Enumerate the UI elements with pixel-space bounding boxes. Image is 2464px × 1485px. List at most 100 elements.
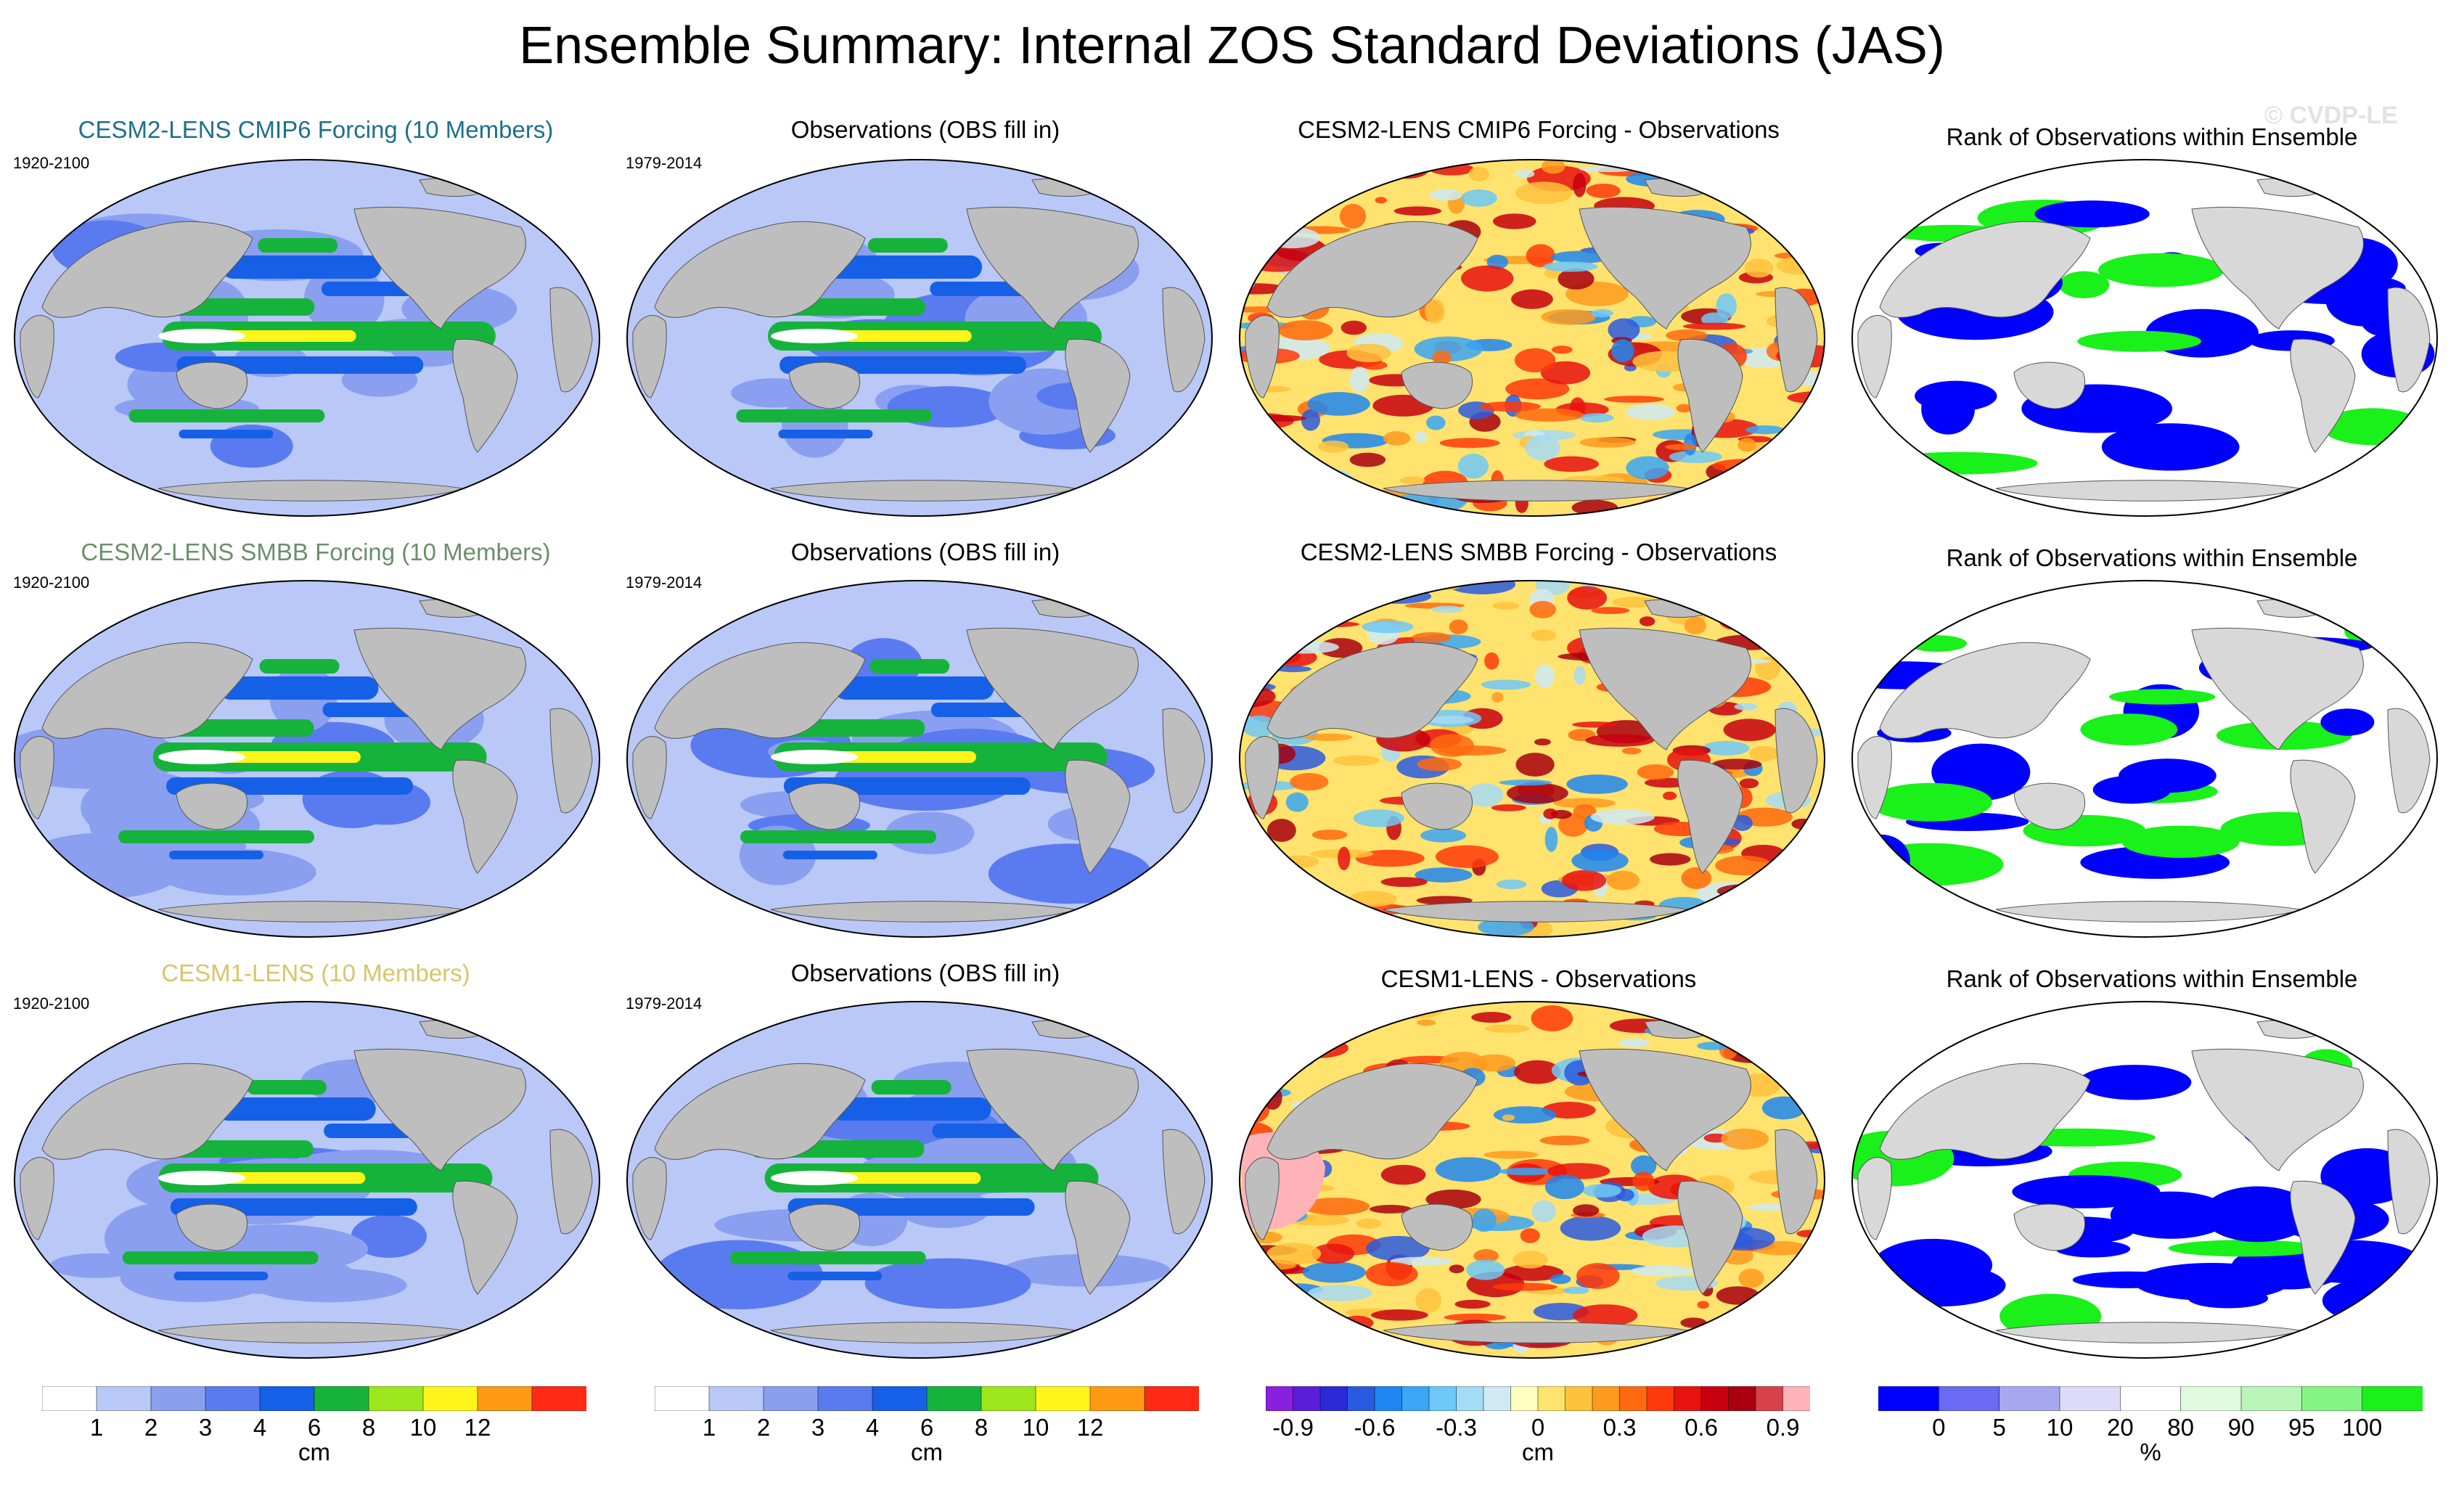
diff-cell: [1293, 621, 1360, 628]
rank-region: [2121, 825, 2240, 858]
diff-cell: [1341, 915, 1371, 933]
diff-cell: [1492, 1282, 1558, 1291]
diff-cell: [1591, 607, 1630, 615]
colorbar-swatch: [1089, 1386, 1145, 1411]
row3-rank-title: Rank of Observations within Ensemble: [1946, 965, 2358, 992]
colorbar-swatch: [1565, 1386, 1593, 1411]
rank-region: [2108, 433, 2199, 461]
diff-cell: [1738, 438, 1756, 452]
diff-cell: [1540, 361, 1591, 385]
colorbar-swatch: [1401, 1386, 1430, 1411]
diff-cell: [1562, 870, 1607, 891]
land-mass: [549, 708, 593, 814]
diff-cell: [1712, 459, 1780, 473]
diff-cell: [1541, 160, 1565, 174]
diff-cell: [1401, 921, 1417, 937]
diff-cell: [1457, 454, 1489, 479]
land-mass: [1579, 627, 1751, 750]
colorbar-tick-sd2: 10: [1022, 1414, 1049, 1441]
land-mass: [2387, 287, 2431, 393]
land-mass: [788, 1203, 861, 1251]
diff-cell: [1303, 733, 1353, 741]
diff-cell: [1792, 490, 1825, 499]
diff-cell: [1294, 924, 1310, 936]
land-mass: [654, 221, 866, 318]
diff-cell: [1266, 869, 1306, 893]
land-mass: [2290, 1180, 2356, 1295]
diff-cell: [1563, 1286, 1589, 1294]
diff-cell: [1263, 226, 1320, 249]
sd-missing: [158, 329, 245, 343]
row1-diff-title: CESM2-LENS CMIP6 Forcing - Observations: [1298, 116, 1780, 143]
diff-cell: [1544, 1174, 1584, 1200]
diff-cell: [1799, 667, 1825, 678]
colorbar-swatch: [314, 1386, 369, 1411]
diff-cell: [1335, 1002, 1380, 1011]
diff-cell: [1541, 308, 1596, 325]
diff-cell: [1316, 1002, 1330, 1026]
colorbar-tick-sd2: 1: [702, 1414, 716, 1441]
diff-cell: [1293, 160, 1363, 181]
map-border: [1239, 580, 1825, 938]
figure-title: Ensemble Summary: Internal ZOS Standard …: [519, 17, 1945, 75]
diff-cell: [1348, 891, 1397, 907]
diff-cell: [1700, 312, 1729, 327]
map-border: [1851, 580, 2438, 938]
diff-cell: [1240, 907, 1278, 926]
sd-band: [736, 409, 933, 422]
colorbar-tick-rank: 20: [2106, 1414, 2134, 1441]
diff-cell: [1640, 497, 1688, 512]
diff-cell: [1414, 336, 1483, 361]
land-mass: [2387, 1129, 2431, 1235]
row2-model-title: CESM2-LENS SMBB Forcing (10 Members): [81, 539, 551, 565]
colorbar-tick-sd2: 8: [974, 1414, 989, 1441]
sd-band: [128, 409, 325, 422]
diff-cell: [1794, 656, 1825, 677]
land-mass: [1031, 1020, 1105, 1039]
diff-cell: [1586, 183, 1621, 198]
diff-cell: [1346, 343, 1391, 363]
diff-cell: [1461, 265, 1514, 292]
diff-cell: [1669, 450, 1722, 464]
diff-cell: [1716, 884, 1773, 899]
colorbar-tick-rank: 95: [2288, 1414, 2315, 1441]
diff-cell: [1515, 170, 1535, 179]
diff-cell: [1631, 1265, 1695, 1277]
diff-cell: [1515, 181, 1573, 205]
colorbar-tick-sd2: 6: [920, 1414, 934, 1441]
land-mass: [1266, 642, 1478, 739]
sd-band: [221, 255, 382, 279]
sd-band: [787, 1272, 883, 1280]
diff-cell: [1240, 1352, 1279, 1358]
row3-model-period: 1920-2100: [13, 994, 90, 1012]
colorbar-tick-rank: 100: [2342, 1414, 2383, 1441]
diff-cell: [1481, 679, 1531, 690]
map-border: [14, 580, 600, 938]
diff-cell: [1240, 219, 1261, 232]
diff-cell: [1246, 864, 1274, 873]
colorbar-tick-sd2: 12: [1076, 1414, 1104, 1441]
colorbar-tick-sd1: 1: [89, 1414, 104, 1441]
colorbar-swatch: [1035, 1386, 1091, 1411]
diff-cell: [1777, 1270, 1814, 1294]
diff-cell: [1454, 1299, 1491, 1309]
colorbar-swatch: [1700, 1386, 1730, 1411]
diff-cell: [1249, 1333, 1315, 1342]
diff-cell: [1514, 1060, 1561, 1084]
diff-cell: [1484, 652, 1499, 670]
sd-band: [834, 676, 994, 700]
map-row1-model-sd: [14, 159, 600, 517]
diff-cell: [1245, 1255, 1259, 1272]
land-mass: [1162, 708, 1206, 814]
map-border: [1851, 159, 2438, 517]
rank-region: [2077, 330, 2201, 352]
colorbar-tick-sd2: 3: [811, 1414, 825, 1441]
land-mass: [176, 1203, 248, 1251]
diff-cell: [1697, 1301, 1709, 1309]
diff-cell: [1390, 1256, 1453, 1266]
colorbar-tick-sd2: 4: [865, 1414, 880, 1441]
diff-cell: [1430, 734, 1474, 757]
diff-cell: [1412, 632, 1452, 643]
diff-cell: [1770, 1002, 1825, 1018]
diff-cell: [1716, 1286, 1760, 1305]
